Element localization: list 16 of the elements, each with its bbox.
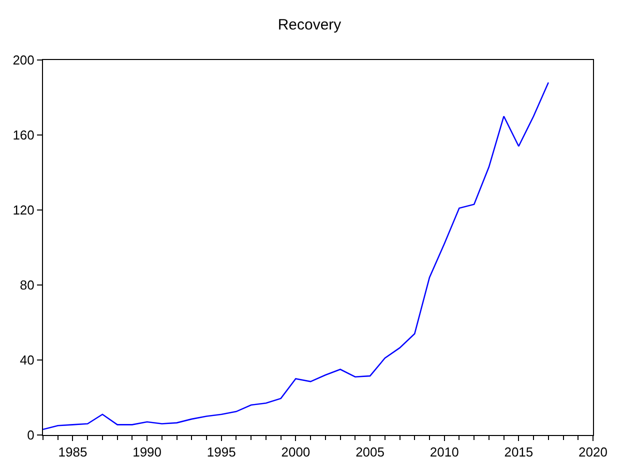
x-tick-label: 2020: [578, 444, 608, 460]
y-tick-label: 80: [20, 278, 34, 293]
x-tick-label: 1985: [58, 444, 88, 460]
y-tick-label: 160: [12, 128, 34, 143]
x-tick-label: 2005: [356, 444, 384, 460]
chart-title: Recovery: [278, 16, 342, 34]
x-tick-label: 1995: [206, 444, 236, 460]
x-tick-label: 2010: [430, 444, 459, 460]
y-tick-label: 120: [12, 202, 34, 218]
x-tick-label: 2000: [281, 444, 310, 460]
y-tick-label: 40: [20, 352, 34, 368]
y-tick-label: 200: [12, 52, 34, 68]
x-tick-label: 2015: [504, 444, 534, 460]
x-tick-label: 1990: [132, 444, 162, 460]
y-tick-label: 0: [27, 428, 34, 443]
line-series: [43, 82, 550, 430]
